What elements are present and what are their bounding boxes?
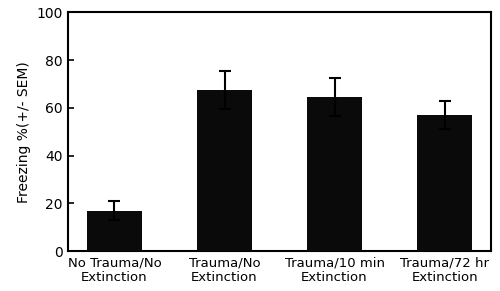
Y-axis label: Freezing %(+/- SEM): Freezing %(+/- SEM) xyxy=(17,61,31,203)
Bar xyxy=(197,90,252,251)
Bar xyxy=(307,97,362,251)
Bar xyxy=(417,115,472,251)
Bar xyxy=(87,211,142,251)
